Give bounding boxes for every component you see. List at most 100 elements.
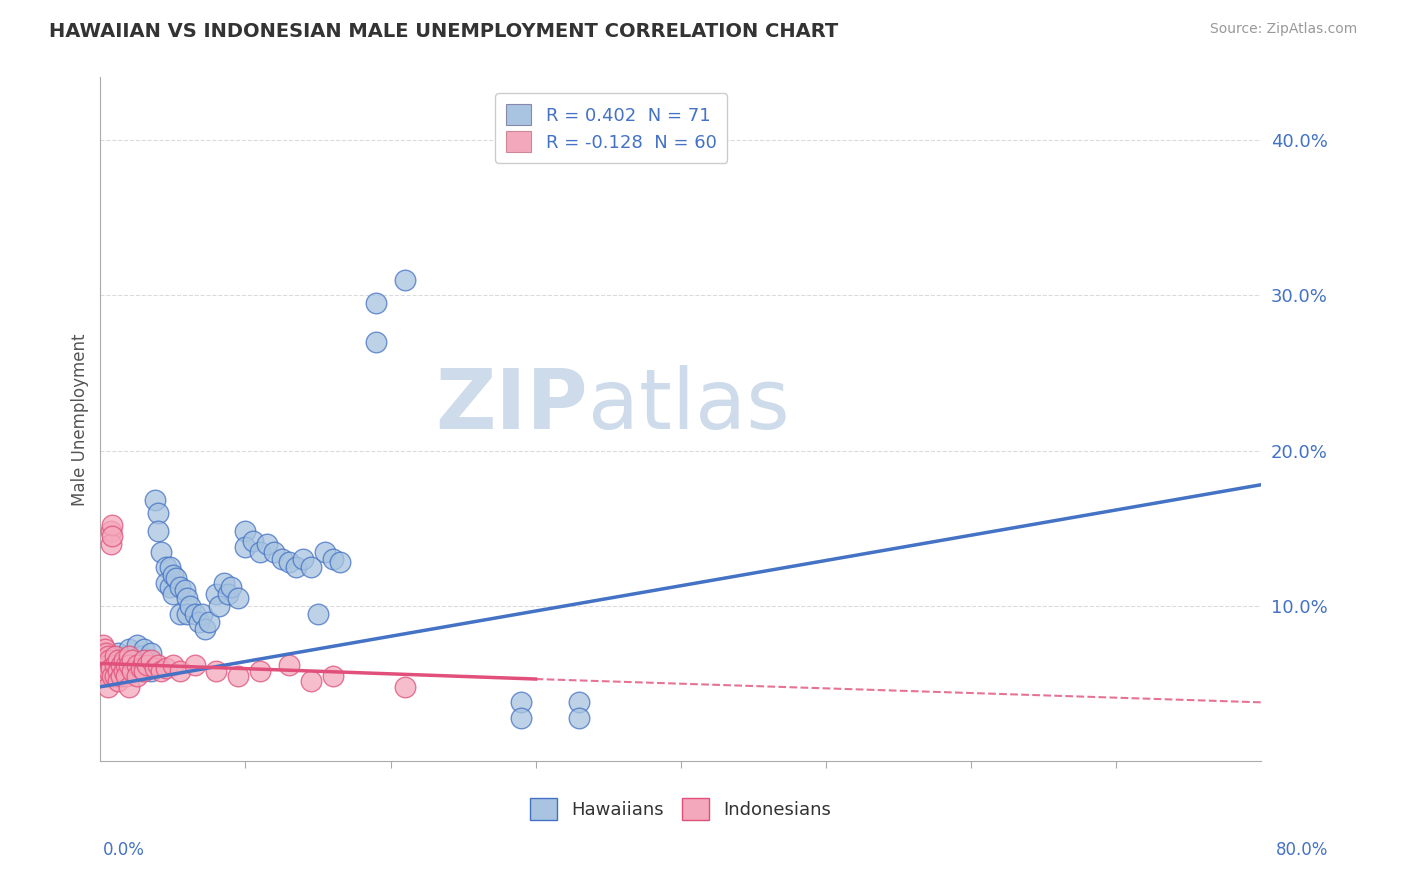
Point xyxy=(115,658,138,673)
Point xyxy=(129,648,152,663)
Point xyxy=(121,665,143,679)
Point xyxy=(219,580,242,594)
Point xyxy=(96,646,118,660)
Point xyxy=(104,658,127,673)
Point xyxy=(169,665,191,679)
Point xyxy=(148,524,170,539)
Text: 80.0%: 80.0% xyxy=(1277,840,1329,858)
Point xyxy=(314,544,336,558)
Point xyxy=(183,658,205,673)
Point xyxy=(155,560,177,574)
Point xyxy=(112,653,135,667)
Point xyxy=(91,648,114,663)
Point xyxy=(132,642,155,657)
Point xyxy=(97,653,120,667)
Point xyxy=(278,556,301,570)
Point xyxy=(100,661,122,675)
Point xyxy=(285,560,308,574)
Legend: Hawaiians, Indonesians: Hawaiians, Indonesians xyxy=(523,791,839,828)
Point xyxy=(98,665,121,679)
Point xyxy=(112,665,135,679)
Point xyxy=(292,552,315,566)
Point xyxy=(155,575,177,590)
Point xyxy=(235,524,257,539)
Point xyxy=(208,599,231,613)
Point xyxy=(96,658,118,673)
Point xyxy=(191,607,214,621)
Point xyxy=(132,653,155,667)
Point xyxy=(169,580,191,594)
Point xyxy=(299,560,322,574)
Point xyxy=(115,648,138,663)
Point xyxy=(179,599,201,613)
Point xyxy=(139,646,162,660)
Point xyxy=(150,544,173,558)
Point xyxy=(205,665,228,679)
Point xyxy=(110,669,132,683)
Point xyxy=(242,533,264,548)
Point xyxy=(188,615,211,629)
Point xyxy=(110,658,132,673)
Point xyxy=(145,661,167,675)
Point xyxy=(107,653,129,667)
Point xyxy=(101,648,124,663)
Point xyxy=(270,552,292,566)
Point xyxy=(176,607,198,621)
Point xyxy=(364,334,387,349)
Point xyxy=(235,540,257,554)
Point xyxy=(97,648,120,663)
Point xyxy=(394,272,416,286)
Point xyxy=(263,544,285,558)
Point xyxy=(394,680,416,694)
Point xyxy=(135,653,157,667)
Point xyxy=(364,296,387,310)
Point xyxy=(321,669,343,683)
Point xyxy=(155,661,177,675)
Point xyxy=(91,638,114,652)
Point xyxy=(299,673,322,688)
Point xyxy=(148,506,170,520)
Text: ZIP: ZIP xyxy=(436,365,588,446)
Point xyxy=(91,669,114,683)
Text: Source: ZipAtlas.com: Source: ZipAtlas.com xyxy=(1209,22,1357,37)
Point xyxy=(159,580,181,594)
Point xyxy=(129,665,152,679)
Point xyxy=(107,646,129,660)
Point xyxy=(145,493,167,508)
Point xyxy=(107,665,129,679)
Point xyxy=(97,669,120,683)
Point xyxy=(568,695,591,709)
Point xyxy=(97,680,120,694)
Point xyxy=(176,591,198,606)
Point xyxy=(162,567,184,582)
Point xyxy=(98,653,121,667)
Point xyxy=(212,575,235,590)
Point xyxy=(93,665,115,679)
Point xyxy=(97,658,120,673)
Point xyxy=(226,669,249,683)
Point xyxy=(118,658,141,673)
Point xyxy=(104,658,127,673)
Point xyxy=(118,658,141,673)
Point xyxy=(107,673,129,688)
Point xyxy=(183,607,205,621)
Point xyxy=(139,653,162,667)
Text: HAWAIIAN VS INDONESIAN MALE UNEMPLOYMENT CORRELATION CHART: HAWAIIAN VS INDONESIAN MALE UNEMPLOYMENT… xyxy=(49,22,838,41)
Point xyxy=(329,556,352,570)
Point xyxy=(205,586,228,600)
Point xyxy=(510,695,533,709)
Point xyxy=(217,586,239,600)
Point xyxy=(121,653,143,667)
Text: 0.0%: 0.0% xyxy=(103,840,145,858)
Point xyxy=(148,658,170,673)
Point xyxy=(249,544,271,558)
Point xyxy=(150,665,173,679)
Point xyxy=(118,648,141,663)
Point xyxy=(93,642,115,657)
Point xyxy=(125,658,148,673)
Point xyxy=(121,653,143,667)
Point xyxy=(115,669,138,683)
Point xyxy=(100,537,122,551)
Point xyxy=(111,661,134,675)
Point xyxy=(165,571,187,585)
